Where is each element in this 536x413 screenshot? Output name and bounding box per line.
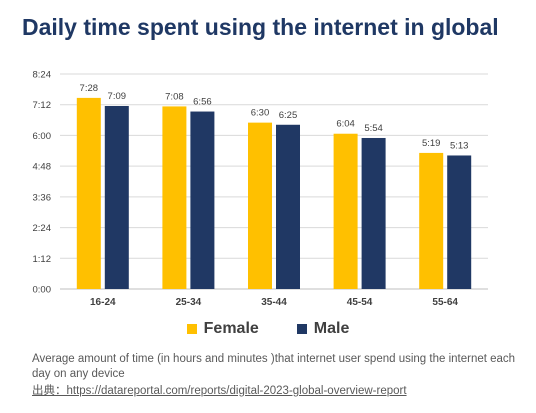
source-link[interactable]: 出典：https://datareportal.com/reports/digi…	[32, 385, 407, 397]
data-label: 5:13	[450, 140, 469, 151]
legend-swatch-male	[296, 324, 307, 334]
data-label: 7:28	[80, 83, 99, 94]
legend-swatch-female	[186, 324, 197, 334]
data-label: 7:08	[165, 91, 184, 102]
chart-note: Average amount of time (in hours and min…	[32, 353, 516, 380]
bar-chart: 0:00 1:12 2:24 3:36 4:48 6:00 7:12 8:24 7:28 7:09…	[33, 70, 488, 308]
x-tick-label: 55-64	[432, 297, 458, 308]
legend-item-male: Male	[296, 320, 350, 338]
y-tick-label: 1:12	[33, 254, 52, 265]
y-tick-label: 4:48	[33, 162, 52, 173]
x-tick-label: 35-44	[261, 297, 287, 308]
chart-title: Daily time spent using the internet in g…	[22, 14, 499, 40]
data-label: 7:09	[108, 91, 127, 102]
bar-male	[276, 124, 300, 289]
data-label: 5:54	[364, 123, 383, 134]
y-tick-label: 2:24	[33, 223, 52, 234]
data-label: 6:04	[336, 119, 355, 130]
y-tick-label: 3:36	[33, 192, 52, 203]
x-tick-label: 16-24	[90, 297, 116, 308]
y-tick-label: 7:12	[33, 100, 52, 111]
data-label: 5:19	[422, 138, 441, 149]
x-tick-label: 45-54	[347, 297, 373, 308]
bar-female	[419, 152, 444, 289]
y-tick-label: 6:00	[33, 131, 52, 142]
bar-male	[104, 105, 129, 289]
y-tick-label: 8:24	[33, 70, 52, 81]
bar-female	[333, 133, 358, 289]
y-tick-label: 0:00	[33, 285, 52, 296]
data-label: 6:25	[279, 110, 298, 121]
data-label: 6:56	[193, 97, 212, 108]
legend-label-male: Male	[313, 320, 350, 337]
data-label: 6:30	[251, 108, 270, 119]
bar-female	[162, 106, 187, 290]
bar-male	[361, 137, 386, 289]
legend-item-female: Female	[186, 320, 259, 338]
x-tick-label: 25-34	[176, 297, 202, 308]
bar-male	[190, 111, 215, 290]
bar-female	[76, 97, 101, 289]
legend: Female Male	[0, 320, 536, 338]
bar-male	[447, 155, 472, 289]
bar-female	[248, 122, 272, 289]
legend-label-female: Female	[203, 320, 259, 337]
